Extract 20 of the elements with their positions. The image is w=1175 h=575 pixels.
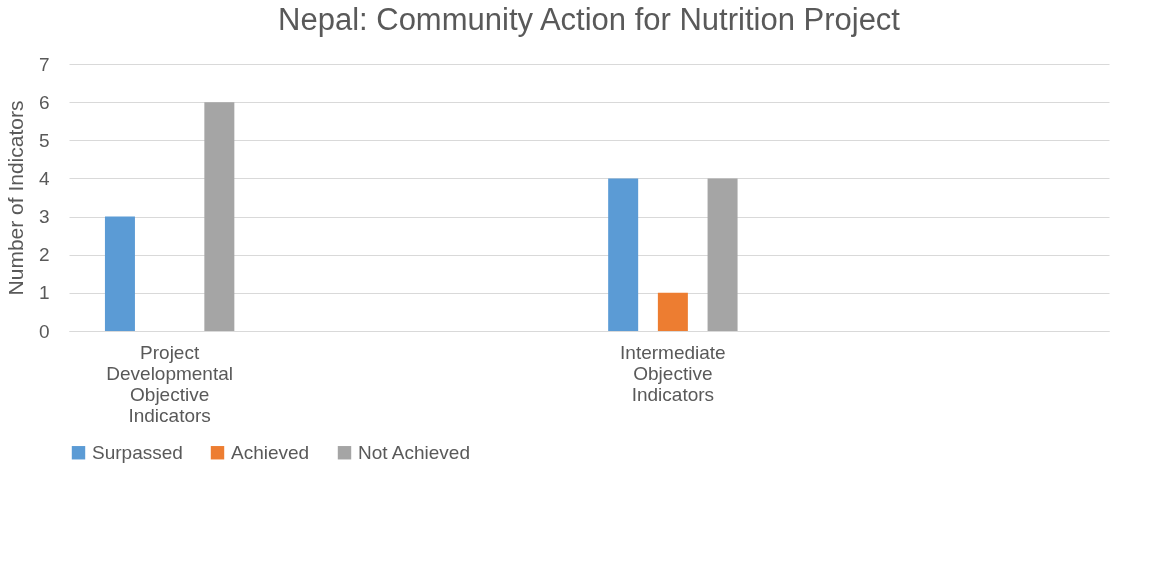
y-tick-label: 2 <box>38 244 50 266</box>
bar <box>657 292 688 331</box>
y-tick-label: 7 <box>38 53 50 75</box>
bar <box>608 178 639 331</box>
bar <box>104 216 135 331</box>
y-tick-label: 0 <box>38 320 50 342</box>
y-tick-label: 5 <box>38 129 50 151</box>
chart-title: Nepal: Community Action for Nutrition Project <box>278 2 901 37</box>
y-tick-label: 3 <box>38 206 50 228</box>
bar <box>204 102 235 331</box>
y-tick-label: 6 <box>38 91 50 113</box>
y-tick-label: 1 <box>38 282 50 304</box>
x-tick-label: Project Developmental Objective Indicators <box>106 341 234 426</box>
legend-label: Achieved <box>231 441 310 463</box>
bar <box>707 178 738 331</box>
y-tick-label: 4 <box>38 167 50 189</box>
x-tick-label: Intermediate Objective Indicators <box>620 341 726 405</box>
legend-label: Not Achieved <box>358 441 470 463</box>
legend-label: Surpassed <box>92 441 183 463</box>
y-axis-title: Number of Indicators <box>3 100 27 296</box>
